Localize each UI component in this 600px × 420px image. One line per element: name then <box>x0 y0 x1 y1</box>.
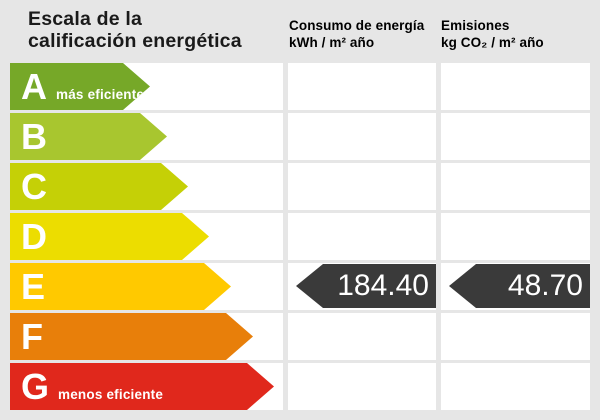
rating-arrow-d: D <box>10 213 209 260</box>
rating-sublabel: menos eficiente <box>58 387 164 402</box>
emisiones-unit: kg CO₂ / m² año <box>441 35 544 50</box>
consumo-label: Consumo de energía <box>289 18 425 33</box>
page-title-line2: calificación energética <box>28 29 242 52</box>
rating-letter: F <box>21 316 43 357</box>
rating-letter: D <box>21 216 47 257</box>
rating-letter: E <box>21 266 46 307</box>
rating-arrow-a: A más eficiente <box>10 63 150 110</box>
rating-arrow-c: C <box>10 163 188 210</box>
rating-row-b: B <box>0 113 600 160</box>
consumo-value: 184.40 <box>337 269 429 302</box>
rating-row-e: E 184.40 48.70 <box>0 263 600 310</box>
rating-sublabel: más eficiente <box>56 87 145 102</box>
rating-row-g: G menos eficiente <box>0 363 600 410</box>
rating-arrow-e: E <box>10 263 231 310</box>
grid-cell <box>288 63 436 110</box>
rating-arrow-f: F <box>10 313 253 360</box>
column-header-emisiones: Emisiones kg CO₂ / m² año <box>441 17 544 51</box>
grid-cell <box>288 313 436 360</box>
rating-letter: C <box>21 166 47 207</box>
rating-letter: G <box>21 366 50 407</box>
page-title: Escala de la calificación energética <box>28 8 242 52</box>
page-title-line1: Escala de la <box>28 8 143 30</box>
grid-cell <box>288 363 436 410</box>
rating-row-d: D <box>0 213 600 260</box>
consumo-value-arrow: 184.40 <box>296 264 436 308</box>
grid-cell <box>441 363 590 410</box>
grid-cell <box>288 113 436 160</box>
grid-cell <box>441 213 590 260</box>
column-header-consumo: Consumo de energía kWh / m² año <box>289 17 424 51</box>
grid-cell <box>441 63 590 110</box>
grid-cell <box>441 313 590 360</box>
rating-arrow-b: B <box>10 113 167 160</box>
rating-letter: B <box>21 116 47 157</box>
rating-row-f: F <box>0 313 600 360</box>
grid-cell <box>441 163 590 210</box>
emisiones-value-arrow: 48.70 <box>449 264 590 308</box>
rating-letter: A <box>21 66 47 107</box>
consumo-unit: kWh / m² año <box>289 35 375 50</box>
grid-cell <box>288 163 436 210</box>
emisiones-label: Emisiones <box>441 18 510 33</box>
rating-row-a: A más eficiente <box>0 63 600 110</box>
grid-cell <box>441 113 590 160</box>
grid-cell <box>288 213 436 260</box>
rating-row-c: C <box>0 163 600 210</box>
emisiones-value: 48.70 <box>507 269 583 302</box>
rating-arrow-g: G menos eficiente <box>10 363 274 410</box>
